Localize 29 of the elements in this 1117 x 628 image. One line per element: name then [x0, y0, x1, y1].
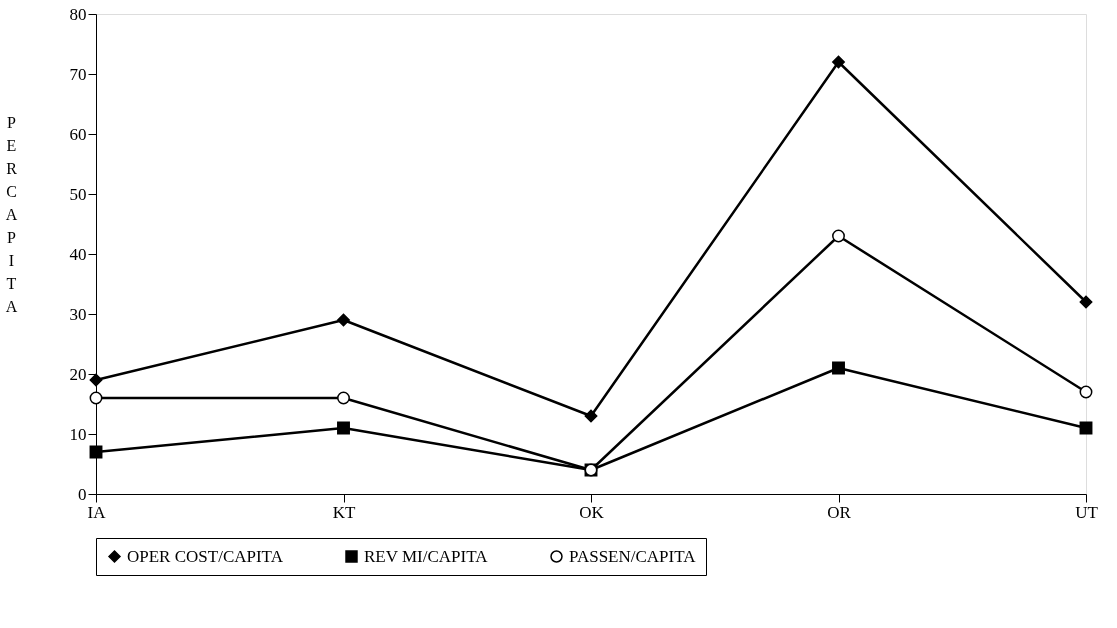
point — [832, 361, 845, 375]
x-tick-label: OK — [579, 502, 605, 522]
legend-label: REV MI/CAPITA — [364, 546, 489, 566]
point — [337, 391, 350, 405]
point — [337, 313, 350, 327]
point — [1079, 385, 1093, 399]
point — [832, 229, 845, 243]
y-tick-label: 60 — [69, 124, 87, 144]
point — [89, 391, 103, 405]
x-tick-label: KT — [332, 502, 356, 522]
y-tick-label: 10 — [69, 424, 87, 444]
point — [832, 55, 845, 69]
y-tick-label: 0 — [78, 484, 87, 504]
x-tick-label: OR — [827, 502, 852, 522]
y-tick-label: 50 — [69, 184, 87, 204]
y-tick-label: 40 — [69, 244, 87, 264]
point — [337, 421, 350, 435]
y-tick-label: 70 — [69, 64, 87, 84]
point — [584, 409, 598, 423]
y-tick-label: 80 — [69, 4, 87, 24]
legend-label: PASSEN/CAPITA — [569, 546, 697, 566]
point — [89, 373, 103, 387]
point — [1079, 295, 1093, 309]
x-tick-label: IA — [87, 502, 107, 522]
legend-label: OPER COST/CAPITA — [127, 546, 284, 566]
x-tick-label: UT — [1075, 502, 1099, 522]
y-tick-label: 30 — [69, 304, 87, 324]
text: PER CAPITA — [5, 113, 18, 315]
y-tick-label: 20 — [69, 364, 87, 384]
